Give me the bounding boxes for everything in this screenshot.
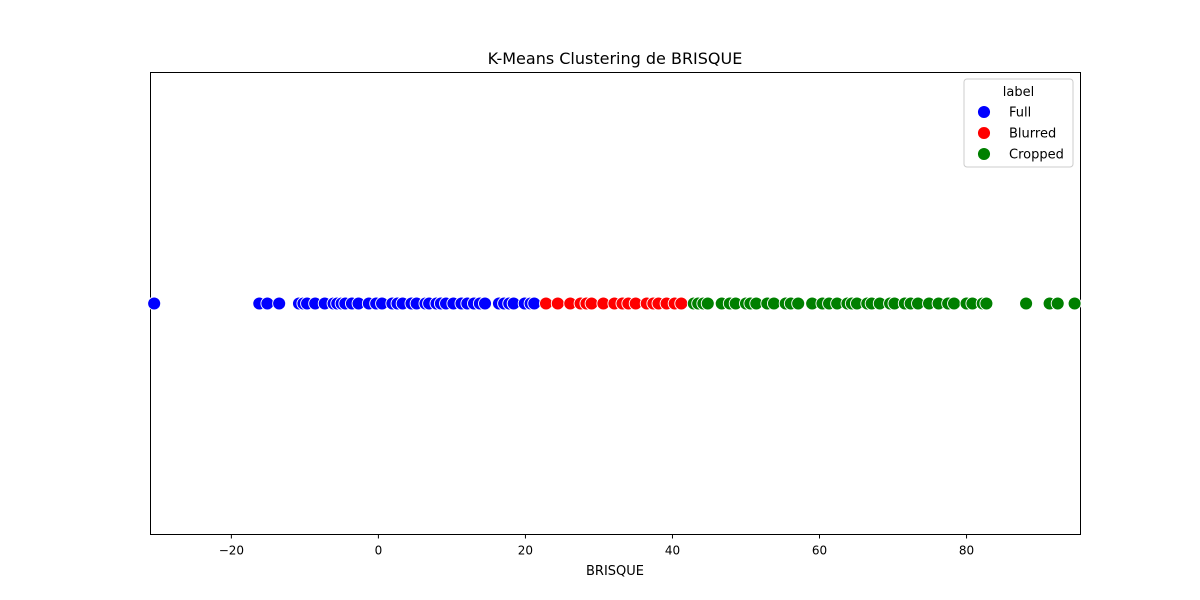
series-full [147,296,542,311]
legend-items: Full Blurred Cropped [977,105,1064,163]
data-point-blurred [674,296,689,311]
data-point-blurred [550,296,565,311]
x-tick-label: 20 [518,544,533,558]
data-point-cropped [1019,296,1034,311]
data-point-full [147,296,162,311]
legend-title: label [1003,85,1034,100]
x-tick-label: 40 [665,544,680,558]
legend-marker-cropped [977,147,991,161]
chart-title: K-Means Clustering de BRISQUE [488,49,743,68]
data-point-cropped [766,296,781,311]
legend: label Full Blurred Cropped [963,78,1074,168]
series-cropped [686,296,1082,311]
data-point-full [478,296,492,311]
legend-marker-full [977,105,991,119]
data-point-cropped [947,296,961,311]
data-point-cropped [979,296,994,311]
legend-label-cropped: Cropped [1009,148,1064,163]
data-point-cropped [1067,296,1082,311]
x-tick-label: −20 [219,544,244,558]
x-axis-label: BRISQUE [586,564,644,579]
data-point-blurred [539,296,553,311]
data-point-full [272,296,287,311]
legend-marker-blurred [977,126,991,140]
data-points [147,296,1082,311]
x-tick-label: 60 [812,544,827,558]
x-tick-label: 80 [959,544,974,558]
data-point-cropped [1050,296,1065,311]
data-point-full [260,296,275,311]
series-blurred [539,296,689,311]
data-point-cropped [791,296,806,311]
legend-frame [963,78,1074,168]
legend-label-full: Full [1009,106,1031,121]
x-axis-ticks: −20 0 20 40 60 80 [219,534,974,558]
legend-label-blurred: Blurred [1009,127,1056,142]
data-point-blurred [584,296,599,311]
data-point-cropped [700,296,715,311]
data-point-full [527,296,542,311]
x-tick-label: 0 [375,544,383,558]
